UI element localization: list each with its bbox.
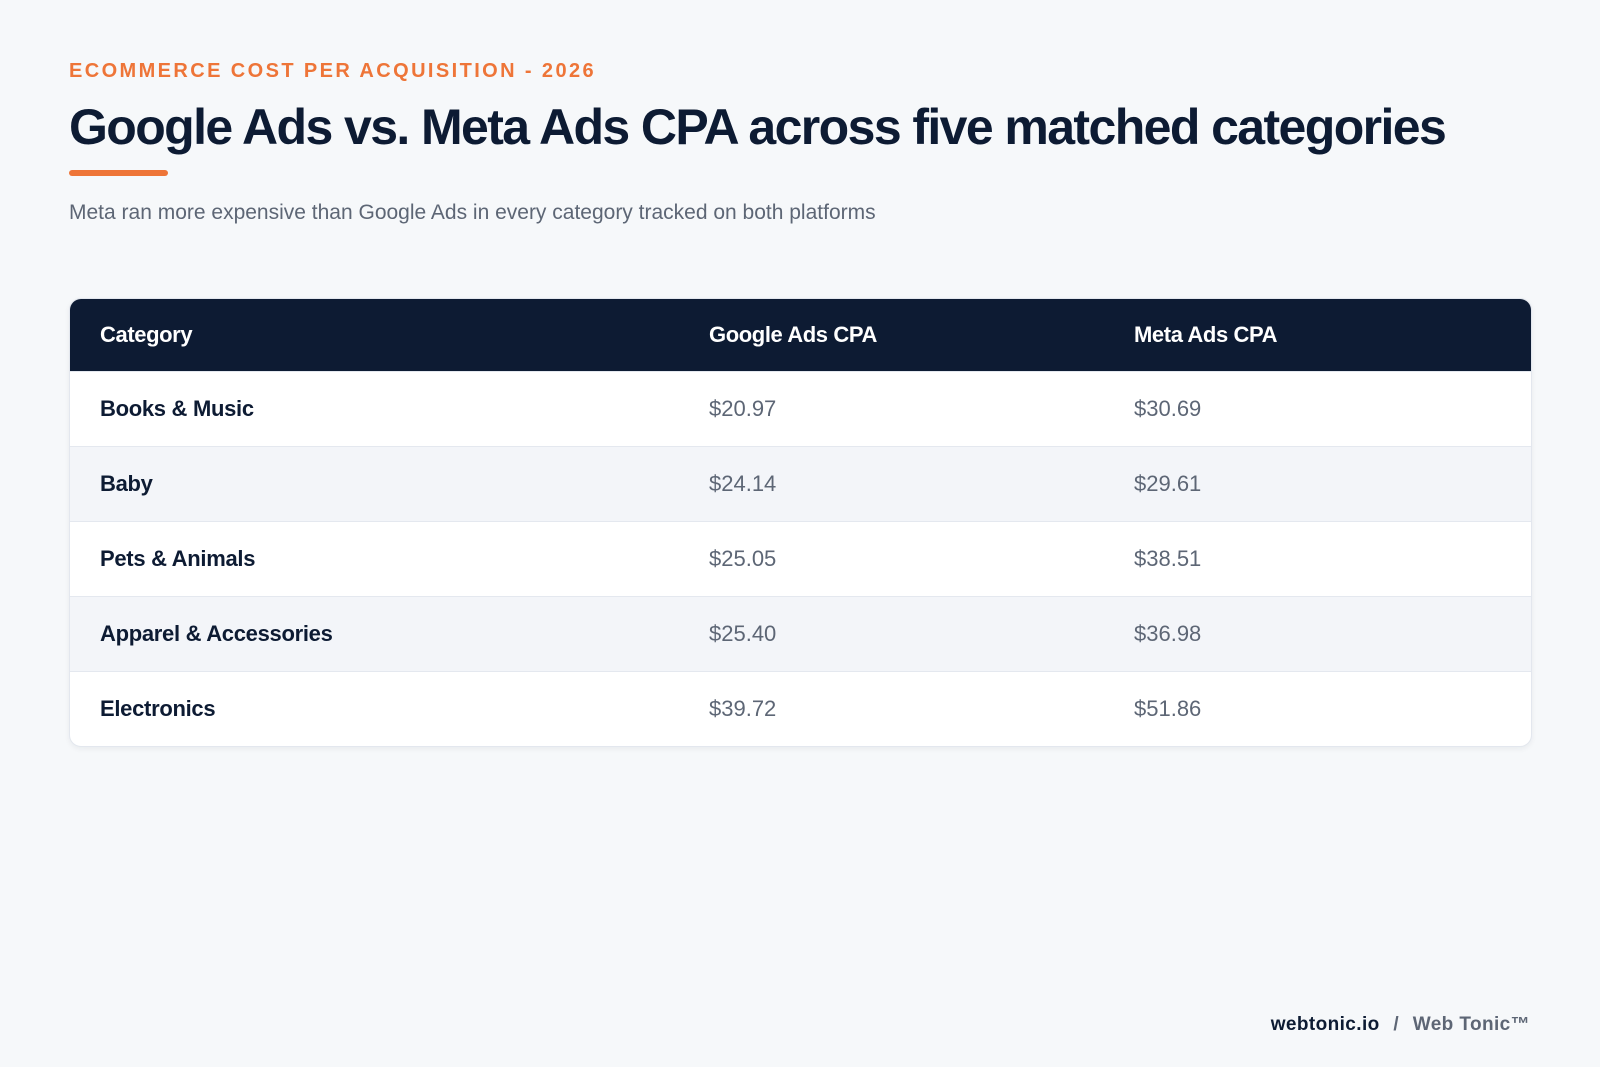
footer-brand: Web Tonic™ bbox=[1412, 1014, 1530, 1035]
google-cpa-cell: $24.14 bbox=[709, 470, 777, 496]
google-cpa-cell: $25.40 bbox=[709, 620, 777, 646]
category-cell: Books & Music bbox=[100, 395, 254, 421]
table-row: Pets & Animals $25.05 $38.51 bbox=[70, 521, 1531, 596]
table-row: Apparel & Accessories $25.40 $36.98 bbox=[70, 596, 1531, 671]
accent-divider bbox=[69, 170, 168, 176]
category-cell: Apparel & Accessories bbox=[100, 620, 333, 646]
column-header-category: Category bbox=[100, 321, 193, 347]
header: ECOMMERCE COST PER ACQUISITION - 2026 Go… bbox=[69, 58, 1530, 227]
category-cell: Electronics bbox=[100, 695, 216, 721]
table-row: Electronics $39.72 $51.86 bbox=[70, 671, 1531, 746]
google-cpa-cell: $25.05 bbox=[709, 545, 777, 571]
google-cpa-cell: $39.72 bbox=[709, 695, 777, 721]
table-header-row: Category Google Ads CPA Meta Ads CPA bbox=[70, 299, 1531, 371]
page-subtitle: Meta ran more expensive than Google Ads … bbox=[69, 201, 876, 224]
column-header-meta-cpa: Meta Ads CPA bbox=[1134, 321, 1278, 347]
meta-cpa-cell: $29.61 bbox=[1134, 470, 1202, 496]
cpa-table: Category Google Ads CPA Meta Ads CPA Boo… bbox=[70, 299, 1531, 746]
meta-cpa-cell: $51.86 bbox=[1134, 695, 1202, 721]
table-row: Baby $24.14 $29.61 bbox=[70, 446, 1531, 521]
eyebrow-label: ECOMMERCE COST PER ACQUISITION - 2026 bbox=[69, 60, 597, 82]
footer-site: webtonic.io bbox=[1270, 1014, 1380, 1035]
category-cell: Pets & Animals bbox=[100, 545, 256, 571]
footer-separator: / bbox=[1393, 1014, 1400, 1035]
meta-cpa-cell: $36.98 bbox=[1134, 620, 1202, 646]
category-cell: Baby bbox=[100, 470, 153, 496]
meta-cpa-cell: $38.51 bbox=[1134, 545, 1202, 571]
google-cpa-cell: $20.97 bbox=[709, 395, 777, 421]
column-header-google-cpa: Google Ads CPA bbox=[709, 321, 877, 347]
page-title: Google Ads vs. Meta Ads CPA across five … bbox=[69, 99, 1447, 155]
meta-cpa-cell: $30.69 bbox=[1134, 395, 1202, 421]
footer-credit: webtonic.io / Web Tonic™ bbox=[1271, 1013, 1530, 1037]
cpa-table-card: Category Google Ads CPA Meta Ads CPA Boo… bbox=[69, 298, 1532, 747]
table-row: Books & Music $20.97 $30.69 bbox=[70, 371, 1531, 446]
